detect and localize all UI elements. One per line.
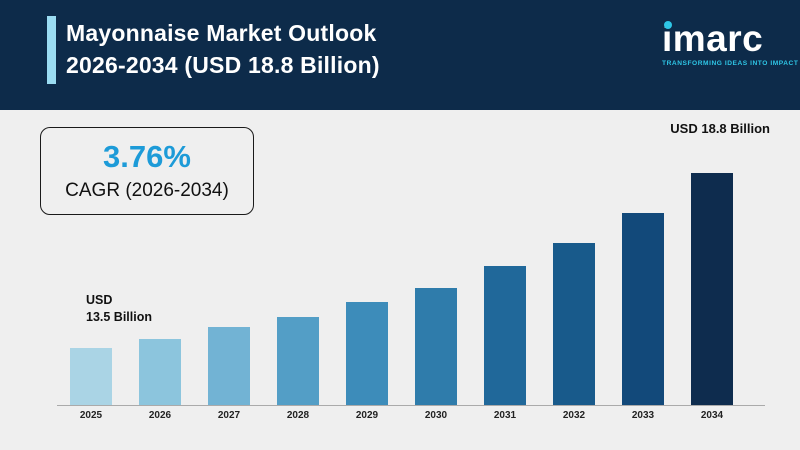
imarc-logo: imarc TRANSFORMING IDEAS INTO IMPACT xyxy=(662,20,799,67)
bar-2026 xyxy=(139,339,181,405)
imarc-logo-dot-icon xyxy=(664,21,672,29)
bar-2032 xyxy=(553,243,595,405)
bar-2033 xyxy=(622,213,664,405)
bar-2025 xyxy=(70,348,112,405)
page-title-line1: Mayonnaise Market Outlook xyxy=(66,20,377,46)
header-banner: Mayonnaise Market Outlook 2026-2034 (USD… xyxy=(0,0,800,110)
bar-2030 xyxy=(415,288,457,405)
x-axis-label-2025: 2025 xyxy=(79,410,103,421)
bar-2029 xyxy=(346,302,388,405)
bar-2027 xyxy=(208,327,250,405)
cagr-callout-box: 3.76% CAGR (2026-2034) xyxy=(40,127,254,215)
page-title: Mayonnaise Market Outlook 2026-2034 (USD… xyxy=(66,18,380,81)
x-axis-label-2032: 2032 xyxy=(562,410,586,421)
start-value-line2: 13.5 Billion xyxy=(86,309,152,324)
end-value-label: USD 18.8 Billion xyxy=(670,121,770,136)
x-axis-label-2027: 2027 xyxy=(217,410,241,421)
bar-2028 xyxy=(277,317,319,405)
bar-2034 xyxy=(691,173,733,405)
page-title-line2: 2026-2034 (USD 18.8 Billion) xyxy=(66,51,380,78)
x-axis-label-2031: 2031 xyxy=(493,410,517,421)
x-axis-label-2033: 2033 xyxy=(631,410,655,421)
title-accent-bar xyxy=(47,16,56,84)
bar-2031 xyxy=(484,266,526,405)
x-axis-label-2034: 2034 xyxy=(700,410,724,421)
x-axis-label-2029: 2029 xyxy=(355,410,379,421)
imarc-logo-tagline: TRANSFORMING IDEAS INTO IMPACT xyxy=(662,60,799,67)
start-value-line1: USD xyxy=(86,293,113,307)
start-value-label: USD 13.5 Billion xyxy=(86,292,152,326)
cagr-label: CAGR (2026-2034) xyxy=(65,179,229,201)
x-axis-label-2030: 2030 xyxy=(424,410,448,421)
x-axis-line xyxy=(57,405,765,406)
x-axis-label-2028: 2028 xyxy=(286,410,310,421)
imarc-logo-wordmark: imarc xyxy=(662,20,763,57)
x-axis-label-2026: 2026 xyxy=(148,410,172,421)
cagr-value: 3.76% xyxy=(103,139,191,175)
imarc-logo-text: imarc xyxy=(662,18,764,59)
